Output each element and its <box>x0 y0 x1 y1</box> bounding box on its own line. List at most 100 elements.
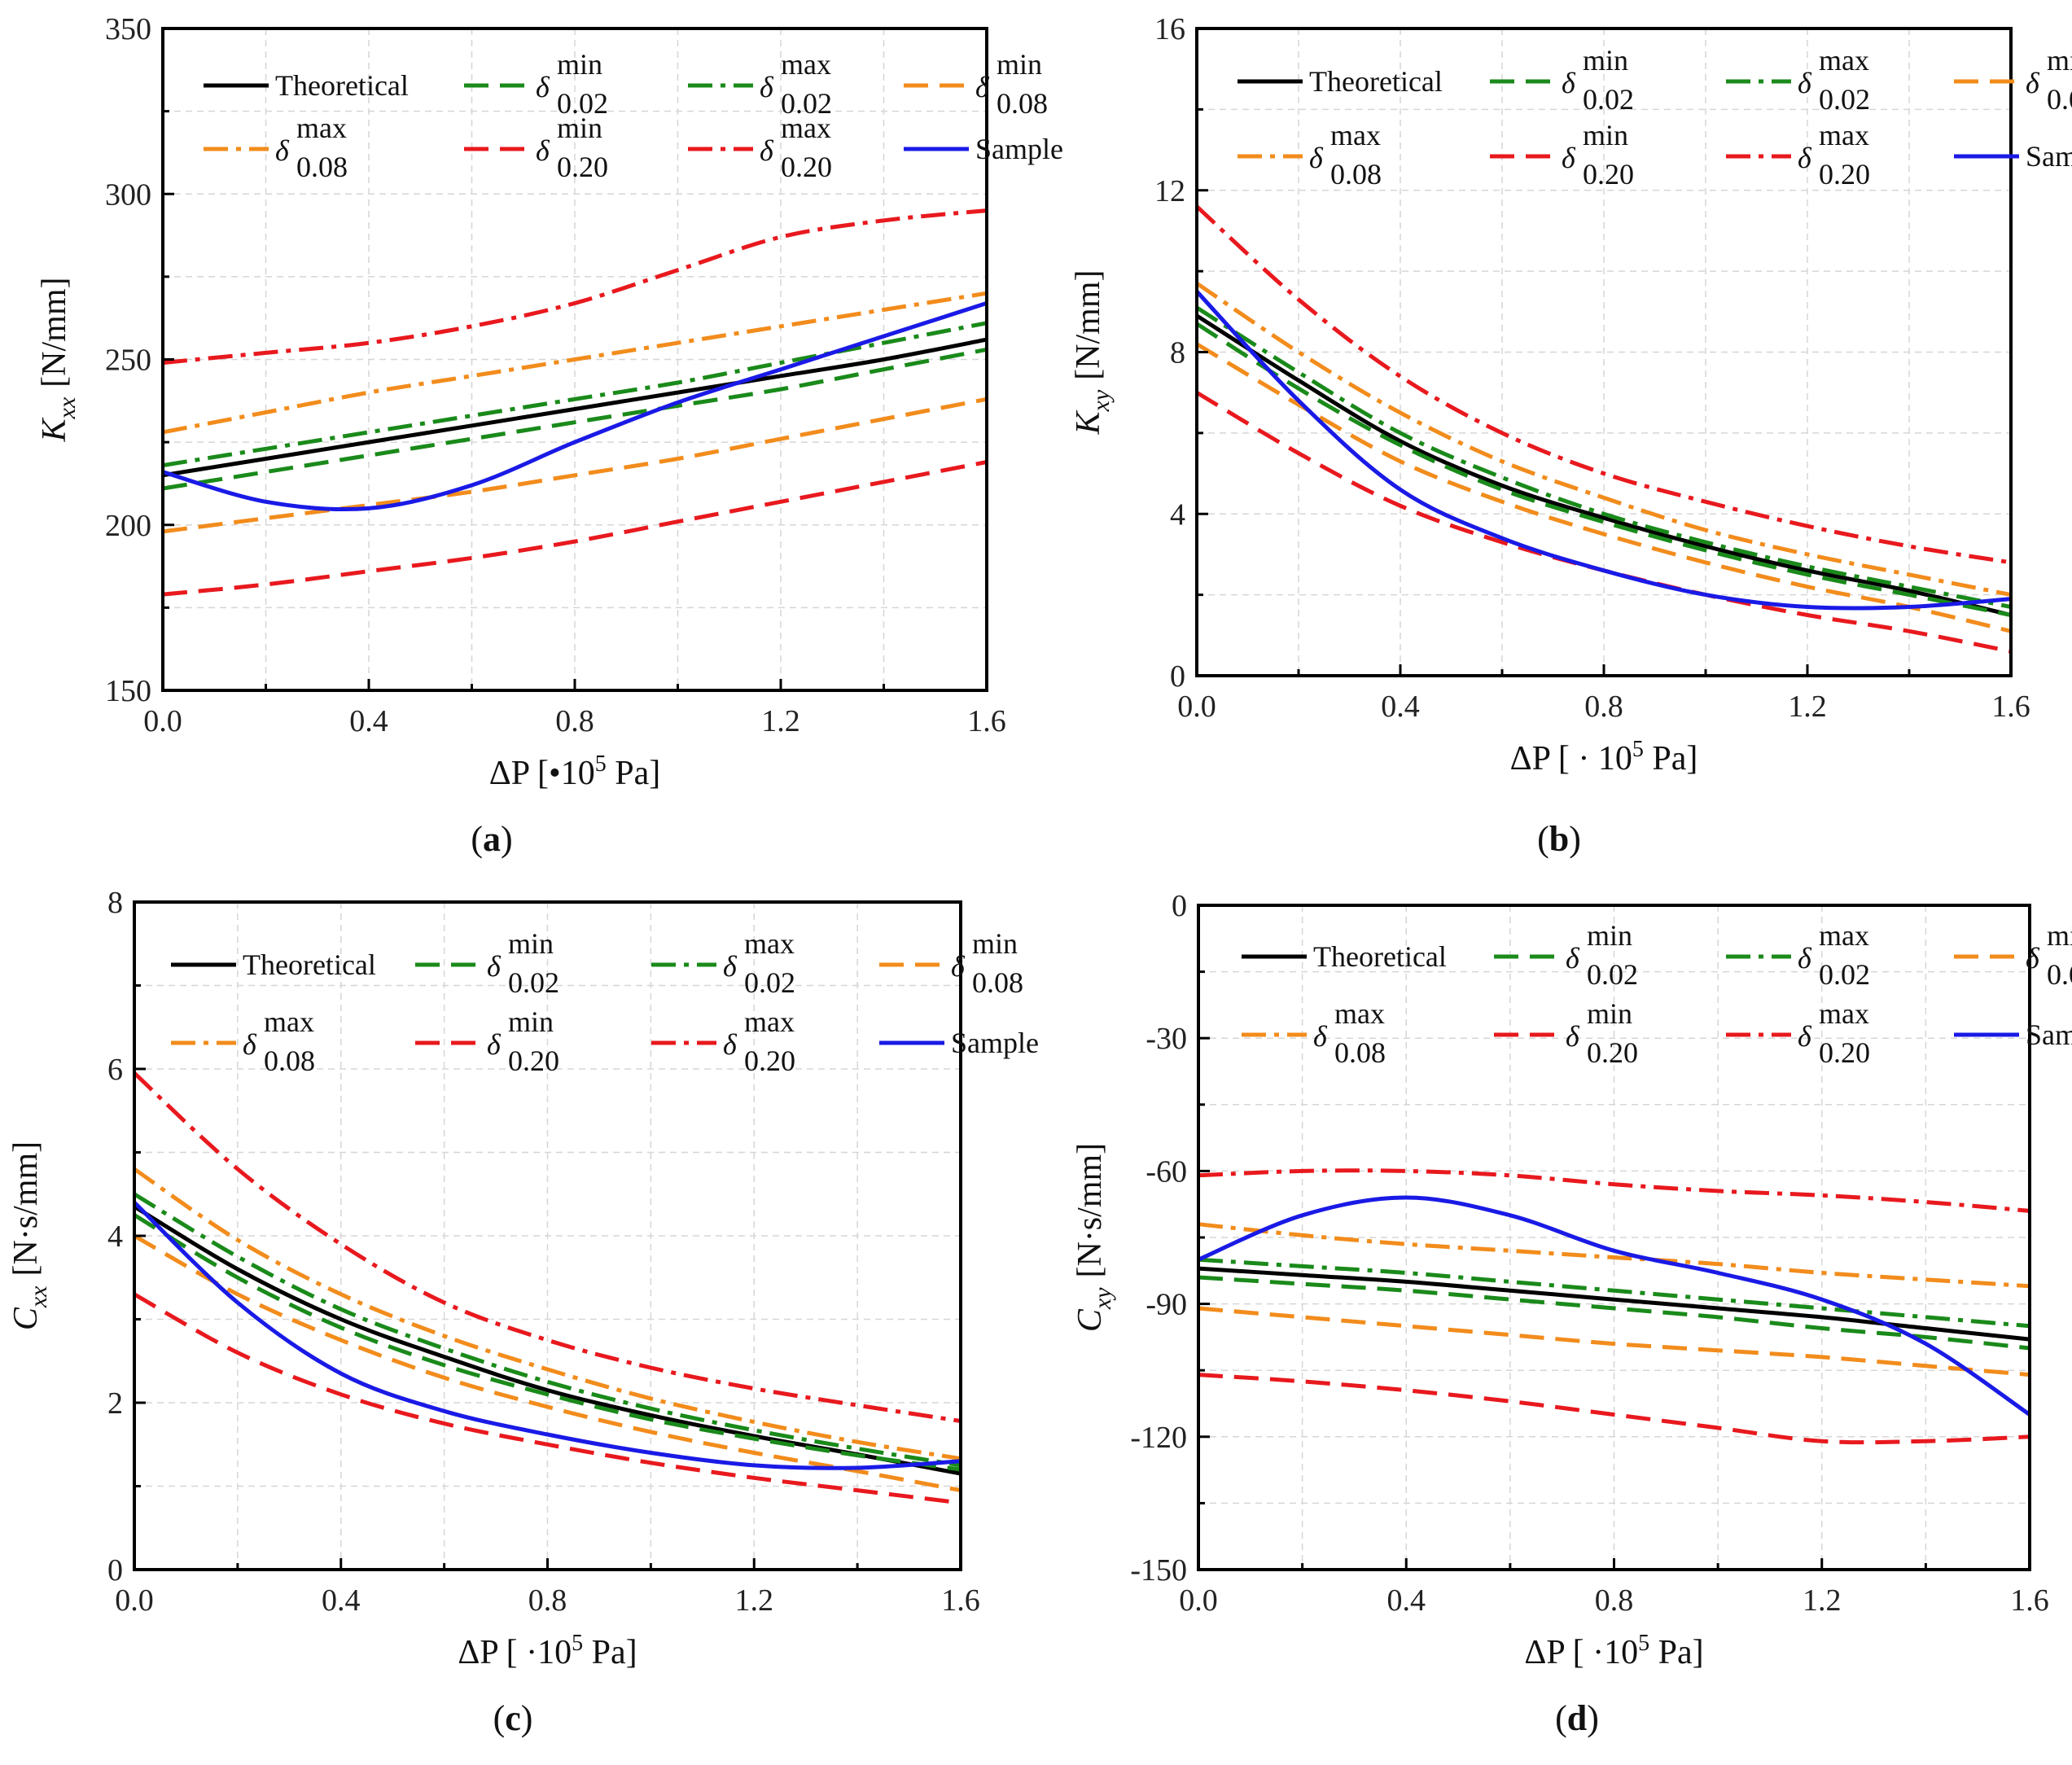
legend-symbol: δ <box>536 71 550 103</box>
y-axis-title: Cxy[N·s/mm] <box>1071 1143 1116 1332</box>
panel-c-cxx: 0.0 0.4 0.8 1.2 1.6 0 2 4 6 8 ΔP [ ·105 Pa] Cxx[N·s… <box>7 886 1039 1738</box>
x-tick-label: 1.2 <box>735 1583 774 1618</box>
y-tick-label: 150 <box>105 674 151 708</box>
series-line-d002min <box>162 347 988 491</box>
legend-subscript: 0.08 <box>296 151 348 183</box>
legend-superscript: max <box>1330 119 1381 151</box>
legend-label: Sample <box>975 133 1063 165</box>
x-tick-label: 0.4 <box>1381 690 1420 724</box>
x-tick-label: 0.8 <box>528 1583 567 1618</box>
legend-symbol: δ <box>975 71 990 103</box>
y-tick-label: 4 <box>107 1220 123 1254</box>
legend-subscript: 0.08 <box>997 87 1048 120</box>
series-line-theoretical <box>1195 313 2012 617</box>
x-tick-label: 1.2 <box>761 704 800 738</box>
x-axis-title: ΔP [ ·105 Pa] <box>1524 1631 1703 1671</box>
series-line-d002min <box>133 1213 962 1472</box>
series-line-d020max <box>133 1071 962 1423</box>
legend-label: Theoretical <box>1309 65 1443 98</box>
y-tick-label: 16 <box>1154 12 1185 46</box>
legend-subscript: 0.20 <box>557 151 608 183</box>
x-tick-label: 0.8 <box>1584 690 1623 724</box>
legend-label: Sample <box>951 1027 1039 1059</box>
ticks <box>1197 904 2031 1571</box>
series-line-sample <box>162 301 988 512</box>
x-tick-label: 0.8 <box>1595 1583 1634 1618</box>
ticks <box>133 900 962 1571</box>
legend-item-sample: Sample <box>1954 1018 2072 1051</box>
legend-subscript: 0.20 <box>1819 1036 1870 1069</box>
series-group <box>133 1071 962 1505</box>
legend-symbol: δ <box>1798 67 1812 99</box>
series-line-d020max <box>1195 204 2012 565</box>
legend-item-sample: Sample <box>904 133 1063 165</box>
legend-symbol: δ <box>723 950 738 983</box>
x-axis-title: ΔP [ · 105 Pa] <box>1510 737 1698 777</box>
panel-label: (b) <box>1537 819 1581 859</box>
legend-subscript: 0.20 <box>781 151 832 183</box>
series-line-d008max <box>133 1167 962 1461</box>
series-line-d002min <box>1195 322 2012 617</box>
ticks <box>1195 27 2013 677</box>
legend-subscript: 0.20 <box>508 1045 559 1077</box>
legend-subscript: 0.08 <box>972 966 1023 999</box>
legend-subscript: 0.20 <box>1819 158 1870 191</box>
series-line-d008max <box>1195 281 2012 598</box>
legend-symbol: δ <box>1309 142 1324 174</box>
panel-b-kxy: 0.0 0.4 0.8 1.2 1.6 0 4 8 12 16 ΔP [ · 105 Pa] Kxy[… <box>1070 12 2072 859</box>
legend-superscript: max <box>264 1005 314 1038</box>
x-tick-label: 0.4 <box>322 1583 361 1618</box>
legend-symbol: δ <box>1798 142 1812 174</box>
grid <box>1198 904 2030 1570</box>
series-line-d020min <box>133 1292 962 1505</box>
series-line-d002max <box>162 321 988 468</box>
x-axis-title: ΔP [•105 Pa] <box>489 751 661 792</box>
y-axis-title: Cxx[N·s/mm] <box>7 1141 52 1330</box>
panel-d-cxy: 0.0 0.4 0.8 1.2 1.6 -150 -120 -90 -60 -30 0 ΔP [ ·1… <box>1071 889 2072 1738</box>
legend-symbol: δ <box>1562 142 1576 174</box>
legend-item-sample: Sample <box>879 1027 1039 1059</box>
legend-subscript: 0.02 <box>1587 958 1638 991</box>
legend-subscript: 0.08 <box>2047 958 2072 991</box>
series-line-d020max <box>162 208 988 366</box>
legend-subscript: 0.02 <box>1583 83 1634 116</box>
legend-superscript: min <box>1583 119 1628 151</box>
legend-symbol: δ <box>2026 942 2040 974</box>
legend: Theoreticalδmin0.02δmax0.02δmin0.08δmax0… <box>1238 44 2072 191</box>
legend-symbol: δ <box>536 134 550 167</box>
series-line-theoretical <box>162 337 988 478</box>
legend-symbol: δ <box>1313 1020 1328 1053</box>
legend-superscript: max <box>1819 119 1869 151</box>
legend-superscript: min <box>508 1005 554 1038</box>
y-tick-label: 200 <box>105 509 151 543</box>
series-line-d008min <box>162 396 988 534</box>
x-tick-label: 1.2 <box>1788 690 1827 724</box>
series-line-d002max <box>1198 1257 2030 1329</box>
y-tick-label: 8 <box>1170 336 1185 370</box>
x-tick-label: 1.6 <box>1991 690 2030 724</box>
legend-subscript: 0.02 <box>508 966 559 999</box>
series-line-d002max <box>133 1192 962 1468</box>
x-tick-label: 0.4 <box>1387 1583 1426 1618</box>
legend-superscript: min <box>508 927 554 960</box>
series-line-d002max <box>1195 305 2012 609</box>
legend-item-theoretical: Theoretical <box>1242 940 1447 973</box>
legend-symbol: δ <box>1566 942 1580 974</box>
